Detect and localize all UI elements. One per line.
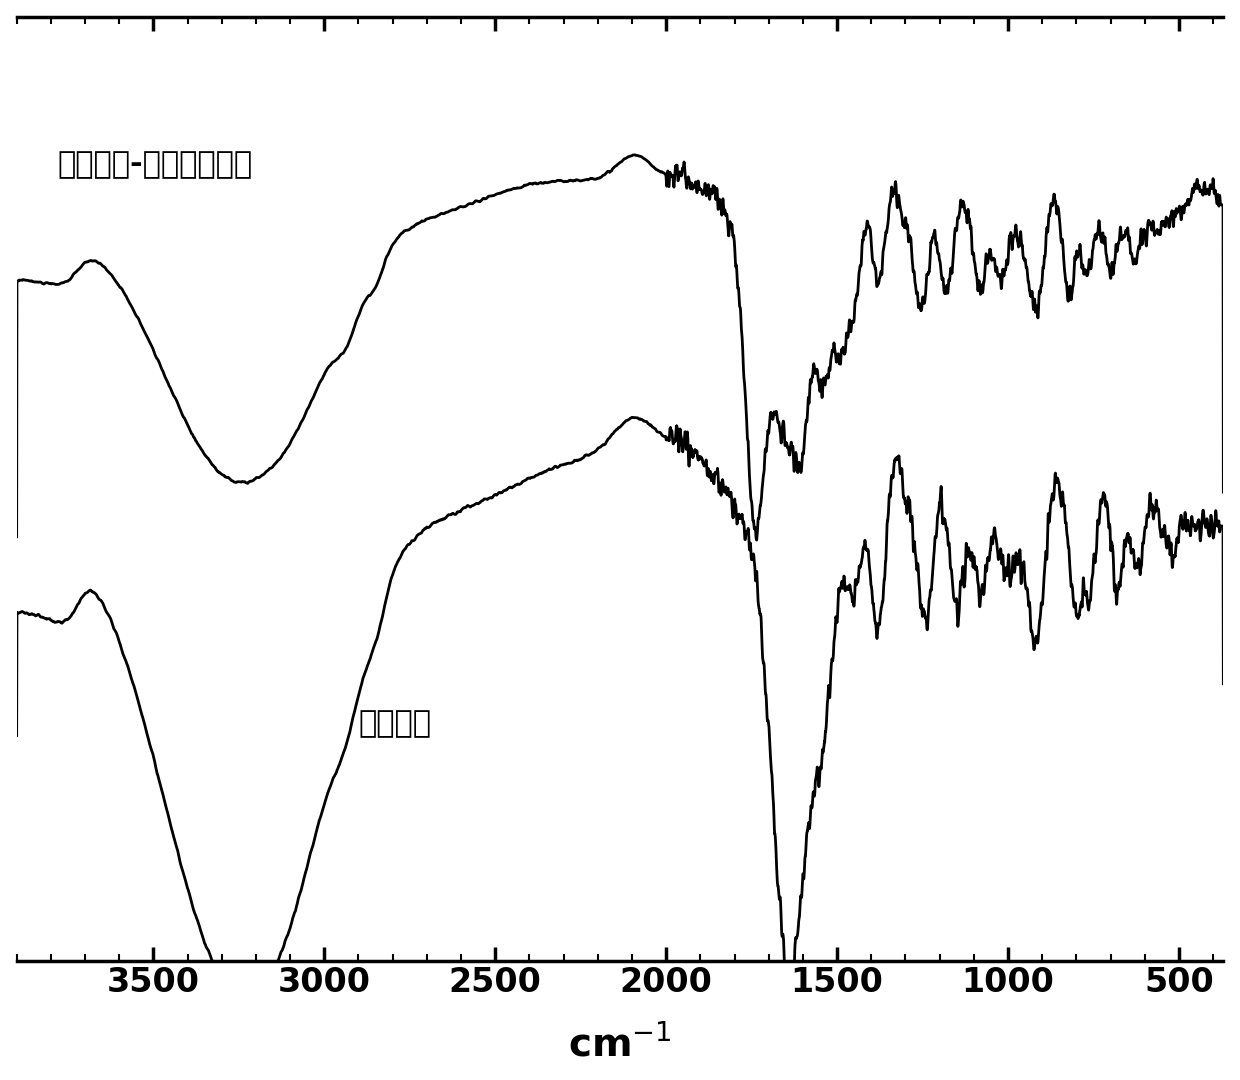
Text: 丝胶蛋白: 丝胶蛋白 xyxy=(358,708,432,738)
X-axis label: cm$^{-1}$: cm$^{-1}$ xyxy=(568,1024,672,1064)
Text: 丝胶蛋白-聚谷氨酸苄酯: 丝胶蛋白-聚谷氨酸苄酯 xyxy=(58,150,253,179)
